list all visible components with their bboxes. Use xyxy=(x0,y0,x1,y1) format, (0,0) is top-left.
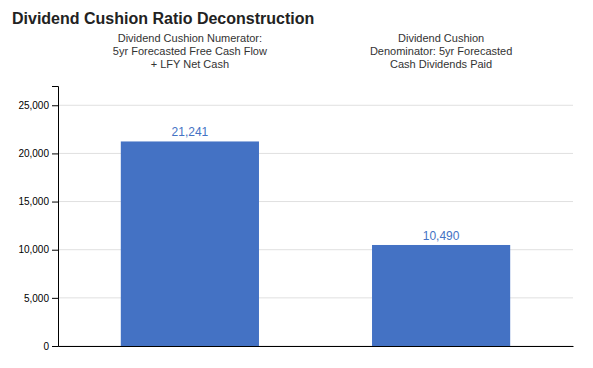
category-label-line: + LFY Net Cash xyxy=(151,58,229,70)
category-label-line: Cash Dividends Paid xyxy=(390,58,492,70)
category-label-line: Dividend Cushion Numerator: xyxy=(118,32,262,44)
y-tick: 10,000 xyxy=(18,244,58,255)
grid xyxy=(58,105,573,346)
y-tick: 15,000 xyxy=(18,196,58,207)
category-labels: Dividend Cushion Numerator:5yr Forecaste… xyxy=(113,32,512,70)
y-tick-mark xyxy=(52,105,58,106)
y-tick: 5,000 xyxy=(24,293,58,304)
chart: Dividend Cushion Ratio Deconstruction 21,… xyxy=(0,0,593,368)
bar xyxy=(372,245,510,346)
y-tick-label: 5,000 xyxy=(24,293,49,304)
y-tick-label: 20,000 xyxy=(18,148,49,159)
category-label: Dividend CushionDenominator: 5yr Forecas… xyxy=(370,32,512,70)
y-axis: 0 5,000 10,000 15,000 20,000 25,000 xyxy=(18,87,58,352)
y-tick: 20,000 xyxy=(18,148,58,159)
bar xyxy=(121,141,259,346)
y-tick-mark xyxy=(52,202,58,203)
y-tick: 0 xyxy=(43,341,58,352)
y-tick-label: 15,000 xyxy=(18,196,49,207)
category-label-line: Dividend Cushion xyxy=(398,32,484,44)
y-tick-label: 10,000 xyxy=(18,244,49,255)
x-axis-line xyxy=(59,346,574,347)
x-axis xyxy=(59,346,574,347)
bars xyxy=(121,141,510,346)
y-tick-label: 25,000 xyxy=(18,100,49,111)
y-tick-mark xyxy=(52,250,58,251)
category-label-line: 5yr Forecasted Free Cash Flow xyxy=(113,45,267,57)
y-tick-label: 0 xyxy=(43,341,49,352)
category-label-line: Denominator: 5yr Forecasted xyxy=(370,45,512,57)
y-tick: 25,000 xyxy=(18,100,58,111)
y-axis-line xyxy=(52,87,59,347)
title: Dividend Cushion Ratio Deconstruction xyxy=(12,10,314,27)
grid-line xyxy=(58,105,573,106)
data-label: 10,490 xyxy=(423,229,460,243)
y-tick-mark xyxy=(52,346,58,347)
data-labels: 21,241 10,490 xyxy=(172,125,460,243)
y-tick-mark xyxy=(52,298,58,299)
y-tick-mark xyxy=(52,153,58,154)
plot: 21,241 10,490 0 5,000 10,000 15,000 20,000 25,0… xyxy=(18,87,573,352)
category-label: Dividend Cushion Numerator:5yr Forecaste… xyxy=(113,32,267,70)
data-label: 21,241 xyxy=(172,125,209,139)
